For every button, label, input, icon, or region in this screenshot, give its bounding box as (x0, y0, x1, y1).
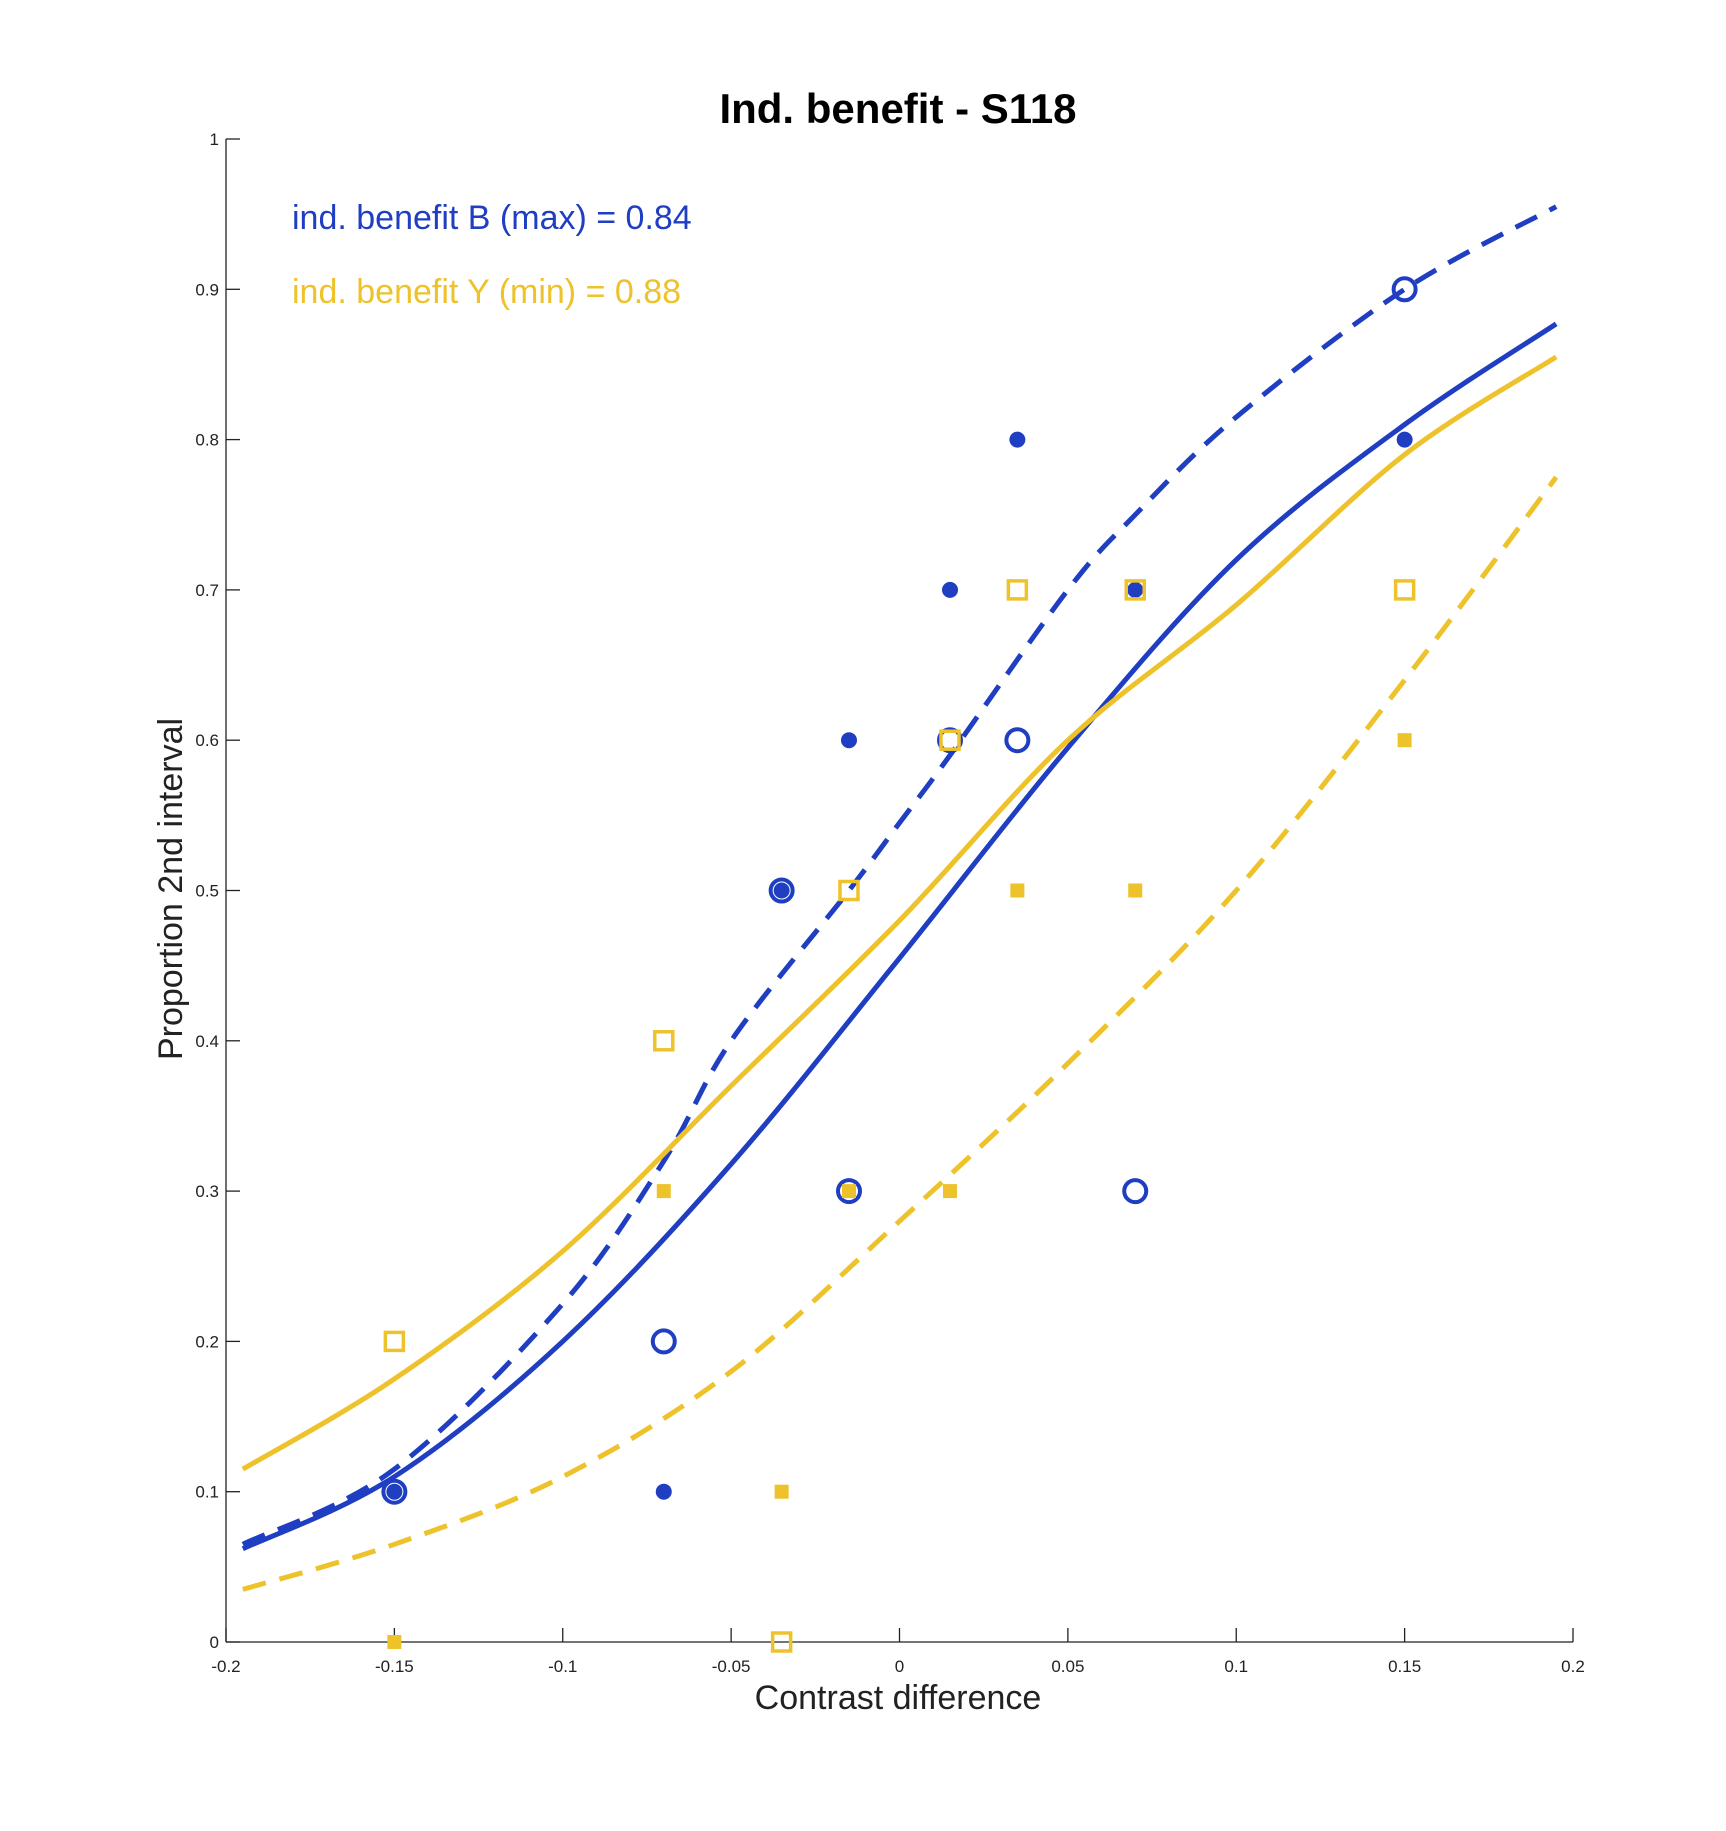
y-tick-label: 0.2 (195, 1332, 219, 1351)
y-tick-label: 0.6 (195, 731, 219, 750)
filled-square-marker (774, 1484, 789, 1499)
open-square-marker (939, 729, 961, 751)
open-square-marker (838, 879, 860, 902)
y-tick-label: 1 (210, 130, 219, 149)
x-tick-label: 0 (895, 1657, 904, 1676)
open-circle-marker (937, 727, 964, 754)
filled-square-marker (841, 1184, 856, 1199)
fit-curve-2 (241, 321, 1558, 1552)
open-square-marker (1124, 579, 1146, 601)
fit-curve-4 (242, 475, 1559, 1592)
x-tick-label: 0.1 (1224, 1657, 1248, 1676)
y-tick-label: 0.7 (195, 581, 219, 600)
open-square-marker (653, 1030, 675, 1052)
annotation-blue: ind. benefit B (max) = 0.84 (292, 199, 692, 237)
filled-square-marker (656, 1184, 671, 1199)
filled-square-marker (943, 1184, 958, 1199)
open-square-marker (1393, 579, 1416, 601)
y-axis-label: Proportion 2nd interval (152, 718, 190, 1060)
x-tick-label: 0.2 (1561, 1657, 1585, 1676)
open-circle-marker (768, 877, 795, 904)
axes: -0.2 -0.15 -0.1 -0.05 0 0.05 0.1 0.15 0.2 0 0.1 0.2… (195, 130, 1584, 1676)
filled-circle-marker (773, 882, 790, 899)
filled-circle-marker (942, 581, 959, 598)
y-tick-label: 0.8 (195, 431, 219, 450)
fit-curve-1 (241, 204, 1558, 1547)
x-axis-label: Contrast difference (755, 1679, 1042, 1717)
filled-circle-marker (1396, 431, 1413, 448)
x-tick-label: -0.1 (548, 1657, 577, 1676)
chart-title: Ind. benefit - S118 (719, 85, 1076, 132)
open-square-marker (1006, 579, 1029, 601)
open-square-marker (383, 1330, 406, 1353)
open-circle-marker (650, 1328, 677, 1355)
open-circle-marker (1122, 1178, 1149, 1205)
open-circle-marker (1391, 276, 1418, 303)
filled-circle-marker (386, 1483, 403, 1500)
open-square-marker (770, 1631, 793, 1653)
filled-square-marker (1010, 883, 1025, 898)
y-tick-label: 0.9 (195, 280, 219, 299)
y-tick-label: 0.5 (195, 882, 219, 901)
filled-circle-marker (1009, 431, 1026, 448)
y-tick-label: 0.4 (195, 1032, 219, 1051)
fit-curves (241, 204, 1559, 1592)
filled-square-marker (387, 1635, 402, 1649)
x-tick-label: -0.2 (211, 1657, 240, 1676)
open-circle-marker (1004, 727, 1031, 754)
fit-curve-3 (241, 354, 1558, 1472)
open-circle-marker (381, 1478, 408, 1505)
x-tick-label: -0.05 (712, 1657, 751, 1676)
filled-circle-marker (655, 1483, 672, 1500)
y-tick-label: 0 (210, 1633, 219, 1652)
x-tick-label: 0.05 (1051, 1657, 1084, 1676)
y-tick-label: 0.3 (195, 1182, 219, 1201)
filled-square-marker (1128, 883, 1143, 898)
x-tick-label: 0.15 (1388, 1657, 1421, 1676)
x-tick-label: -0.15 (375, 1657, 414, 1676)
filled-square-marker (1397, 733, 1412, 748)
filled-circle-marker (1127, 581, 1144, 598)
y-tick-label: 0.1 (195, 1483, 219, 1502)
annotation-yellow: ind. benefit Y (min) = 0.88 (292, 273, 681, 311)
filled-circle-marker (840, 732, 857, 749)
open-circle-marker (835, 1178, 862, 1205)
data-markers (381, 276, 1418, 1653)
